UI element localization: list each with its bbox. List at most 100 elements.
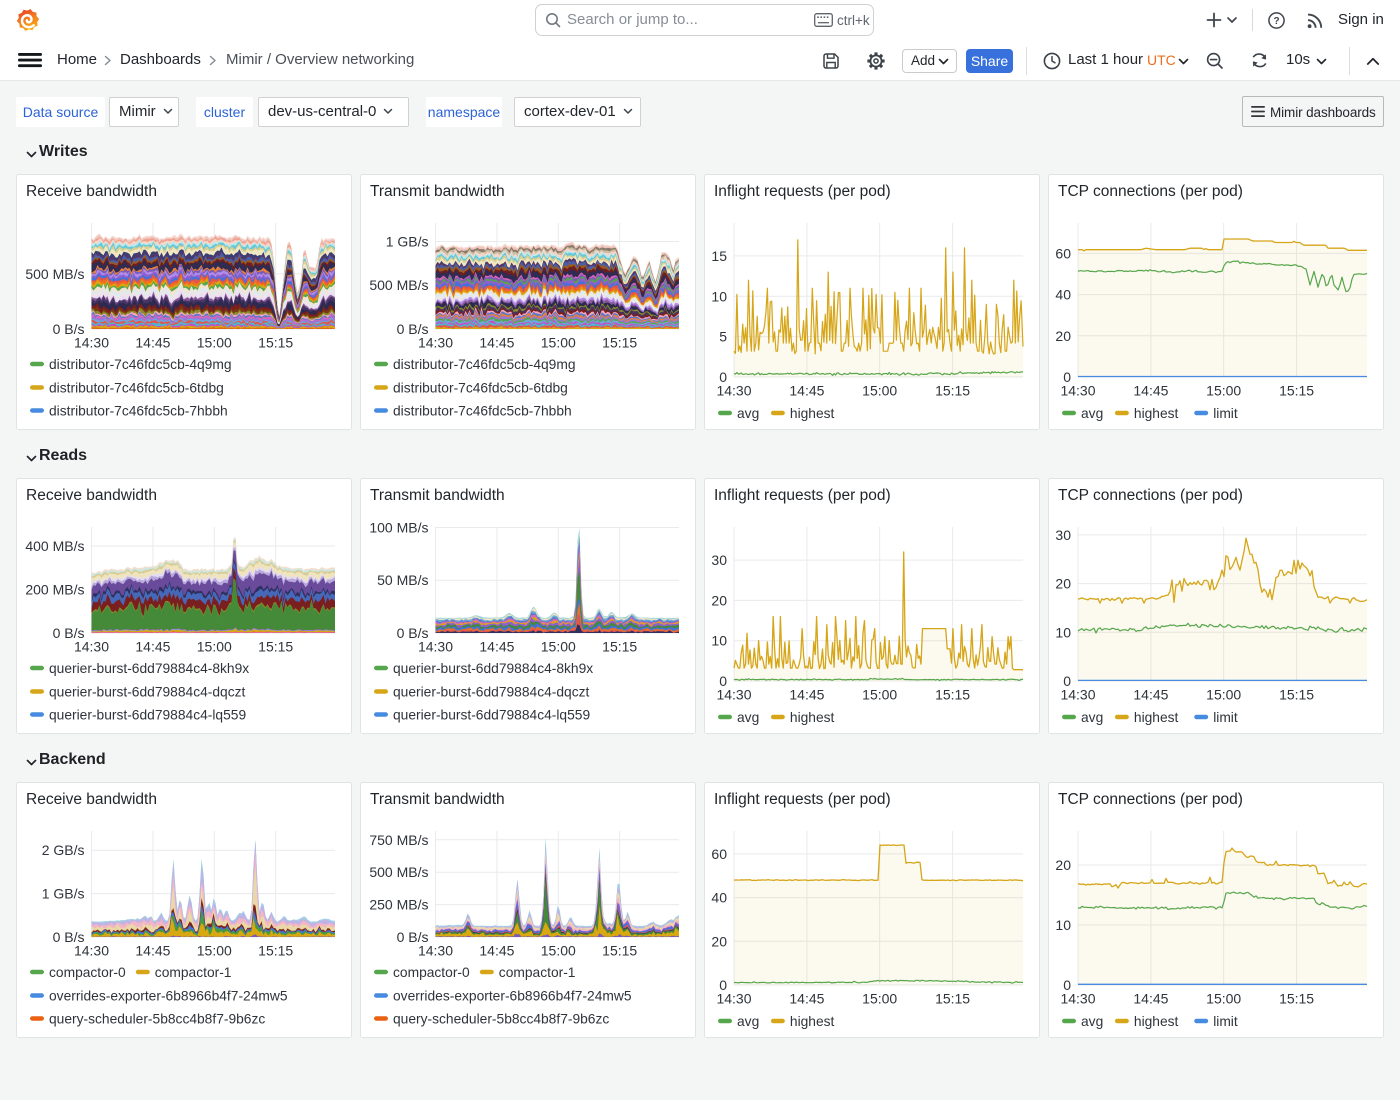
svg-text:14:30: 14:30: [1060, 383, 1095, 399]
svg-text:14:45: 14:45: [789, 991, 824, 1007]
svg-text:14:45: 14:45: [479, 639, 514, 655]
svg-text:15:15: 15:15: [258, 335, 293, 351]
svg-text:15:15: 15:15: [258, 639, 293, 655]
svg-text:60: 60: [711, 846, 727, 862]
svg-text:5: 5: [719, 329, 727, 345]
svg-text:50 MB/s: 50 MB/s: [377, 572, 428, 588]
svg-text:500 MB/s: 500 MB/s: [25, 266, 84, 282]
svg-text:30: 30: [1055, 527, 1071, 543]
svg-text:highest: highest: [790, 1014, 835, 1029]
svg-text:14:45: 14:45: [479, 943, 514, 959]
svg-text:Inflight requests (per pod): Inflight requests (per pod): [714, 183, 891, 200]
svg-text:14:30: 14:30: [1060, 687, 1095, 703]
svg-text:distributor-7c46fdc5cb-7hbbh: distributor-7c46fdc5cb-7hbbh: [49, 404, 228, 419]
svg-text:distributor-7c46fdc5cb-6tdbg: distributor-7c46fdc5cb-6tdbg: [49, 381, 224, 396]
svg-text:14:45: 14:45: [789, 687, 824, 703]
svg-text:15: 15: [711, 248, 727, 264]
svg-text:avg: avg: [1081, 406, 1103, 421]
svg-text:20: 20: [711, 933, 727, 949]
svg-text:14:45: 14:45: [135, 335, 170, 351]
svg-text:overrides-exporter-6b8966b4f7-: overrides-exporter-6b8966b4f7-24mw5: [393, 989, 632, 1004]
svg-text:14:45: 14:45: [1133, 383, 1168, 399]
svg-text:Receive bandwidth: Receive bandwidth: [26, 183, 157, 200]
svg-text:40: 40: [711, 890, 727, 906]
svg-text:querier-burst-6dd79884c4-8kh9x: querier-burst-6dd79884c4-8kh9x: [49, 661, 249, 676]
svg-text:highest: highest: [1134, 406, 1179, 421]
svg-text:20: 20: [711, 592, 727, 608]
svg-text:14:30: 14:30: [418, 335, 453, 351]
svg-text:limit: limit: [1213, 710, 1238, 725]
svg-text:0 B/s: 0 B/s: [397, 625, 429, 641]
svg-text:0 B/s: 0 B/s: [53, 625, 85, 641]
svg-text:Transmit bandwidth: Transmit bandwidth: [370, 791, 505, 808]
svg-text:Transmit bandwidth: Transmit bandwidth: [370, 183, 505, 200]
svg-text:14:30: 14:30: [74, 943, 109, 959]
svg-text:15:00: 15:00: [541, 943, 576, 959]
svg-text:14:45: 14:45: [1133, 991, 1168, 1007]
svg-text:0 B/s: 0 B/s: [397, 929, 429, 945]
svg-text:1 GB/s: 1 GB/s: [42, 886, 85, 902]
svg-text:20: 20: [1055, 857, 1071, 873]
svg-text:14:30: 14:30: [74, 639, 109, 655]
svg-text:0: 0: [719, 369, 727, 385]
svg-text:avg: avg: [737, 1014, 759, 1029]
svg-text:limit: limit: [1213, 1014, 1238, 1029]
svg-text:TCP connections (per pod): TCP connections (per pod): [1058, 487, 1243, 504]
svg-text:query-scheduler-5b8cc4b8f7-9b6: query-scheduler-5b8cc4b8f7-9b6zc: [393, 1012, 609, 1027]
svg-text:limit: limit: [1213, 406, 1238, 421]
svg-text:0: 0: [1063, 369, 1071, 385]
svg-text:querier-burst-6dd79884c4-lq559: querier-burst-6dd79884c4-lq559: [49, 708, 246, 723]
svg-text:avg: avg: [737, 406, 759, 421]
svg-text:avg: avg: [737, 710, 759, 725]
svg-text:Transmit bandwidth: Transmit bandwidth: [370, 487, 505, 504]
svg-text:compactor-1: compactor-1: [499, 965, 576, 980]
svg-text:0 B/s: 0 B/s: [53, 929, 85, 945]
svg-text:60: 60: [1055, 245, 1071, 261]
svg-text:Receive bandwidth: Receive bandwidth: [26, 791, 157, 808]
svg-text:highest: highest: [1134, 1014, 1179, 1029]
svg-text:750 MB/s: 750 MB/s: [369, 832, 428, 848]
svg-text:14:30: 14:30: [716, 687, 751, 703]
svg-text:15:15: 15:15: [602, 639, 637, 655]
svg-text:1 GB/s: 1 GB/s: [386, 234, 429, 250]
svg-text:querier-burst-6dd79884c4-lq559: querier-burst-6dd79884c4-lq559: [393, 708, 590, 723]
svg-text:15:00: 15:00: [197, 943, 232, 959]
svg-text:20: 20: [1055, 328, 1071, 344]
svg-text:compactor-0: compactor-0: [393, 965, 470, 980]
svg-text:10: 10: [711, 633, 727, 649]
svg-text:15:15: 15:15: [935, 687, 970, 703]
svg-text:14:30: 14:30: [716, 991, 751, 1007]
svg-text:14:30: 14:30: [418, 943, 453, 959]
svg-text:14:30: 14:30: [1060, 991, 1095, 1007]
svg-text:15:15: 15:15: [1279, 991, 1314, 1007]
svg-text:14:45: 14:45: [135, 943, 170, 959]
svg-text:highest: highest: [790, 406, 835, 421]
svg-text:15:00: 15:00: [862, 687, 897, 703]
svg-text:TCP connections (per pod): TCP connections (per pod): [1058, 791, 1243, 808]
svg-text:10: 10: [711, 288, 727, 304]
svg-text:10: 10: [1055, 917, 1071, 933]
svg-text:Inflight requests (per pod): Inflight requests (per pod): [714, 487, 891, 504]
svg-text:14:45: 14:45: [789, 383, 824, 399]
svg-text:querier-burst-6dd79884c4-dqczt: querier-burst-6dd79884c4-dqczt: [393, 685, 590, 700]
svg-text:14:45: 14:45: [1133, 687, 1168, 703]
svg-text:0: 0: [1063, 977, 1071, 993]
svg-text:15:00: 15:00: [1206, 991, 1241, 1007]
svg-text:2 GB/s: 2 GB/s: [42, 842, 85, 858]
svg-text:15:15: 15:15: [602, 943, 637, 959]
svg-text:14:30: 14:30: [74, 335, 109, 351]
svg-text:distributor-7c46fdc5cb-7hbbh: distributor-7c46fdc5cb-7hbbh: [393, 404, 572, 419]
svg-text:15:00: 15:00: [1206, 687, 1241, 703]
svg-text:Receive bandwidth: Receive bandwidth: [26, 487, 157, 504]
svg-text:40: 40: [1055, 287, 1071, 303]
svg-text:500 MB/s: 500 MB/s: [369, 277, 428, 293]
svg-text:14:30: 14:30: [716, 383, 751, 399]
svg-text:distributor-7c46fdc5cb-4q9mg: distributor-7c46fdc5cb-4q9mg: [49, 357, 232, 372]
svg-text:500 MB/s: 500 MB/s: [369, 864, 428, 880]
svg-text:15:00: 15:00: [862, 991, 897, 1007]
svg-text:0 B/s: 0 B/s: [397, 321, 429, 337]
svg-text:0: 0: [719, 977, 727, 993]
svg-text:Inflight requests (per pod): Inflight requests (per pod): [714, 791, 891, 808]
svg-text:querier-burst-6dd79884c4-dqczt: querier-burst-6dd79884c4-dqczt: [49, 685, 246, 700]
svg-text:15:15: 15:15: [258, 943, 293, 959]
